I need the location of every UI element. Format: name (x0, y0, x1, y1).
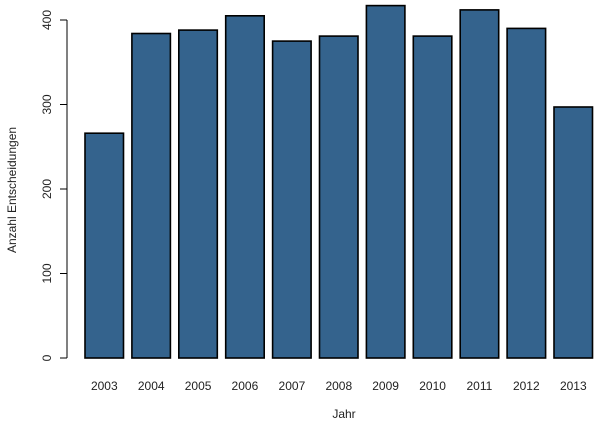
x-tick-label-2013: 2013 (560, 379, 587, 393)
y-tick-label: 0 (40, 354, 54, 361)
bar-2006 (224, 15, 265, 359)
bar-2013 (553, 106, 594, 359)
bar-2009 (365, 4, 406, 359)
y-axis: 0 100 200 300 400 (40, 10, 68, 361)
y-tick-label: 200 (40, 179, 54, 199)
x-tick-label-2005: 2005 (185, 379, 212, 393)
x-tick-label-2010: 2010 (419, 379, 446, 393)
bar-2003 (84, 132, 125, 359)
x-tick-labels: 2003 2004 2005 2006 2007 2008 2009 2010 2011 2012… (91, 379, 587, 393)
bar-2012 (506, 27, 547, 359)
bar-2010 (412, 35, 453, 359)
y-tick-label: 300 (40, 94, 54, 114)
bars (84, 4, 594, 359)
x-tick-label-2003: 2003 (91, 379, 118, 393)
x-tick-label-2006: 2006 (232, 379, 259, 393)
x-tick-label-2011: 2011 (466, 379, 492, 393)
x-axis-label: Jahr (332, 407, 355, 421)
x-tick-label-2008: 2008 (325, 379, 352, 393)
y-tick-label: 400 (40, 10, 54, 30)
x-tick-label-2009: 2009 (372, 379, 399, 393)
bar-2005 (178, 29, 219, 359)
x-tick-label-2007: 2007 (279, 379, 306, 393)
y-axis-label: Anzahl Entscheidungen (5, 127, 19, 253)
bar-2008 (318, 35, 359, 359)
bar-2011 (459, 9, 500, 359)
y-tick-label: 100 (40, 263, 54, 283)
x-tick-label-2004: 2004 (138, 379, 165, 393)
x-tick-label-2012: 2012 (513, 379, 540, 393)
bar-2007 (271, 40, 312, 359)
bar-2004 (131, 32, 172, 359)
